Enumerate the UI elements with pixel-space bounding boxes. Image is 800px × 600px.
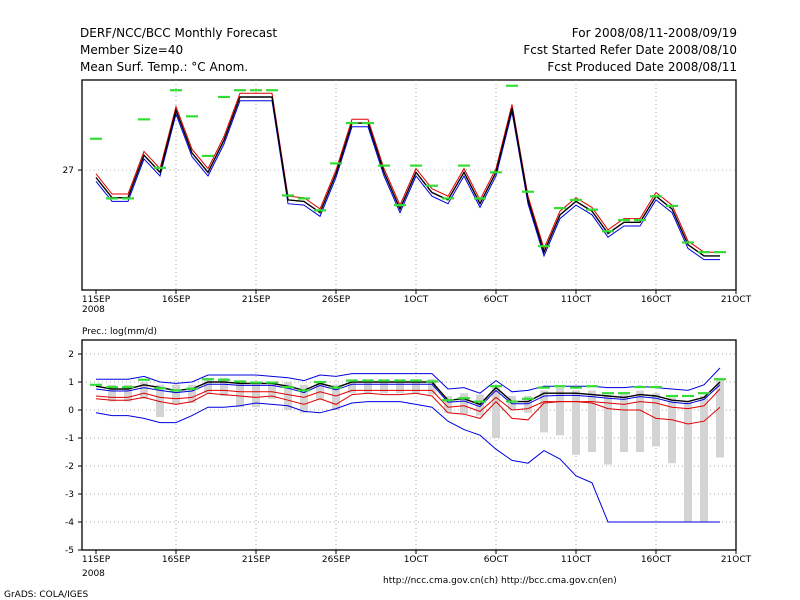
red-member-line [95, 392, 721, 425]
x-tick-label: 1OCT [404, 555, 429, 565]
x-tick-label: 11OCT [561, 555, 592, 565]
spread-bar [364, 379, 372, 394]
y-tick-label: -3 [65, 490, 74, 500]
x-tick-label: 16SEP [162, 295, 191, 305]
x-tick-label: 26SEP [322, 295, 351, 305]
ensemble-mean-line [95, 96, 720, 257]
spread-bar [332, 384, 340, 410]
x-tick-label: 11OCT [561, 295, 592, 305]
x-tick-label: 11SEP [82, 295, 111, 305]
x-tick-label: 16OCT [641, 295, 672, 305]
x-tick-label: 6OCT [484, 555, 509, 565]
x-tick-label: 21SEP [242, 295, 271, 305]
spread-bar [172, 384, 180, 405]
spread-bar [620, 394, 628, 452]
spread-bar [124, 384, 132, 402]
spread-bar [444, 396, 452, 413]
ensemble-mean-line [95, 381, 721, 406]
footer-urls[interactable]: http://ncc.cma.gov.cn(ch) http://bcc.cma… [383, 576, 617, 586]
x-tick-label: 21OCT [721, 555, 752, 565]
spread-bar [396, 379, 404, 394]
x-tick-label: 26SEP [322, 555, 351, 565]
y-tick-label: -1 [65, 434, 74, 444]
grads-credit: GrADS: COLA/IGES [4, 590, 88, 600]
precip-year-label: 2008 [82, 569, 105, 579]
spread-bar [108, 384, 116, 402]
temperature-panel-frame [81, 79, 737, 291]
member-low-line [95, 100, 720, 261]
spread-bar [140, 382, 148, 399]
chart-title: DERF/NCC/BCC Monthly Forecast [80, 26, 278, 40]
spread-bar [524, 396, 532, 413]
forecast-period-label: For 2008/08/11-2008/09/19 [571, 26, 737, 40]
spread-bar [460, 393, 468, 415]
member-high-line [95, 383, 721, 408]
y-tick-label: -5 [65, 546, 74, 556]
precipitation-plot: 11SEP 16SEP 21SEP 26SEP 1OCT 6OCT 11OCT 16OCT 21… [65, 340, 752, 565]
spread-bar [684, 401, 692, 522]
spread-bar [156, 384, 164, 417]
y-tick-label: 2 [68, 350, 74, 360]
spread-bar [316, 382, 324, 401]
spread-bar [492, 387, 500, 438]
spread-bar [716, 379, 724, 458]
variable-label: Mean Surf. Temp.: °C Anom. [80, 60, 249, 74]
spread-bar [284, 382, 292, 410]
precip-panel-frame [81, 339, 737, 551]
member-high-line [95, 92, 720, 253]
lower-bound-line [95, 401, 720, 523]
spread-bar [572, 390, 580, 455]
y-tick-label: 27 [63, 166, 74, 176]
spread-bar [268, 382, 276, 399]
member-low-line [95, 388, 721, 412]
spread-bar [188, 384, 196, 403]
x-tick-label: 16SEP [162, 555, 191, 565]
y-tick-label: -4 [65, 518, 74, 528]
spread-bar [300, 384, 308, 413]
temperature-plot: 11SEP 16SEP 21SEP 26SEP 1OCT 6OCT 11OCT 16OCT 21… [63, 80, 752, 305]
x-tick-label: 6OCT [484, 295, 509, 305]
member-size-label: Member Size=40 [80, 43, 184, 57]
x-tick-label: 1OCT [404, 295, 429, 305]
spread-bar [668, 397, 676, 464]
y-tick-label: 0 [68, 406, 74, 416]
forecast-start-label: Fcst Started Refer Date 2008/08/10 [523, 43, 737, 57]
spread-bar [652, 393, 660, 447]
spread-bar [348, 379, 356, 394]
spread-bar [412, 379, 420, 394]
spread-bar [428, 379, 436, 395]
x-tick-label: 11SEP [82, 555, 111, 565]
spread-bar [636, 390, 644, 452]
forecast-produced-label: Fcst Produced Date 2008/08/11 [547, 60, 737, 74]
spread-bar [508, 396, 516, 410]
x-tick-label: 16OCT [641, 555, 672, 565]
spread-bar [588, 390, 596, 452]
y-tick-label: 1 [68, 378, 74, 388]
spread-bar [204, 379, 212, 394]
spread-bar [236, 382, 244, 408]
y-tick-label: -2 [65, 462, 74, 472]
spread-bar [556, 387, 564, 436]
spread-bar [220, 377, 228, 396]
upper-bound-line [96, 367, 721, 394]
x-tick-label: 21OCT [721, 295, 752, 305]
spread-bar [540, 390, 548, 433]
spread-bar [252, 382, 260, 408]
x-tick-label: 21SEP [242, 555, 271, 565]
precip-panel-title: Prec.: log(mm/d) [82, 327, 157, 337]
spread-bar [700, 396, 708, 522]
temp-year-label: 2008 [82, 305, 105, 315]
spread-bar [380, 379, 388, 394]
spread-bar [604, 396, 612, 465]
